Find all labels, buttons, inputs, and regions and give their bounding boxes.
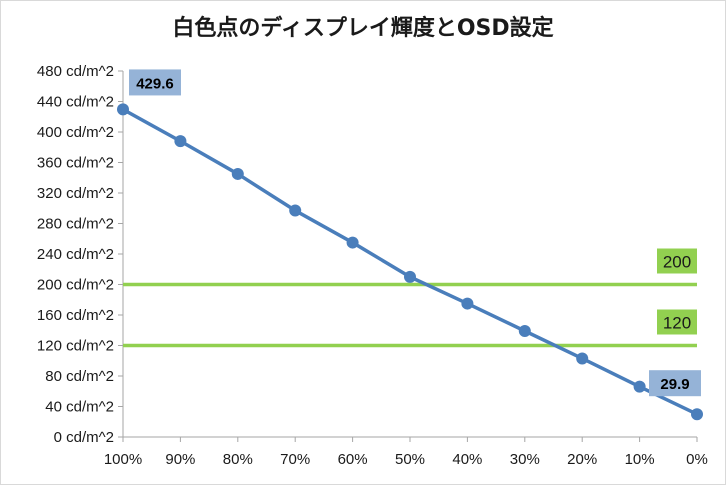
y-tick-label: 320 cd/m^2: [37, 185, 114, 202]
x-tick-label: 10%: [625, 451, 655, 468]
data-point: [518, 325, 531, 338]
data-label: 29.9: [660, 376, 689, 393]
data-label-box: [649, 370, 701, 397]
data-point: [691, 408, 703, 421]
data-point: [633, 380, 646, 393]
data-point: [117, 103, 129, 116]
x-tick-label: 20%: [567, 451, 597, 468]
data-point: [461, 297, 474, 310]
x-tick-label: 30%: [510, 451, 540, 468]
data-point: [404, 270, 416, 283]
y-tick-label: 280 cd/m^2: [37, 216, 114, 233]
data-point: [231, 167, 244, 180]
chart-title: 白色点のディスプレイ輝度とOSD設定: [172, 16, 554, 41]
x-tick-label: 70%: [280, 451, 310, 468]
x-tick-label: 80%: [223, 451, 253, 468]
y-tick-label: 80 cd/m^2: [45, 368, 114, 385]
x-tick-label: 90%: [165, 451, 195, 468]
series-line: [117, 103, 703, 421]
x-tick-label: 0%: [686, 451, 708, 468]
y-tick-label: 240 cd/m^2: [37, 246, 114, 263]
reference-lines: 200 120: [123, 248, 697, 348]
y-tick-label: 200 cd/m^2: [37, 277, 114, 294]
y-tick-label: 160 cd/m^2: [37, 307, 114, 324]
x-tick-label: 100%: [104, 451, 142, 468]
data-point: [289, 204, 302, 217]
y-tick-label: 40 cd/m^2: [45, 399, 114, 416]
reference-label: 120: [663, 314, 691, 333]
x-axis: 100% 90% 80% 70% 60% 50% 40% 30% 20% 10% 0%: [104, 436, 708, 468]
y-tick-label: 480 cd/m^2: [37, 63, 114, 80]
reference-label-box: [657, 248, 697, 274]
series-line-path: [122, 107, 698, 416]
x-tick-label: 60%: [338, 451, 368, 468]
y-axis: 0 cd/m^2 40 cd/m^2 80 cd/m^2 120 cd/m^2 160 …: [37, 63, 124, 446]
x-tick-label: 40%: [452, 451, 482, 468]
y-tick-label: 0 cd/m^2: [54, 429, 114, 446]
reference-label-box: [657, 309, 697, 335]
reference-label: 200: [663, 253, 691, 272]
data-label-box: [129, 69, 181, 96]
x-tick-label: 50%: [395, 451, 425, 468]
data-label: 429.6: [136, 75, 174, 92]
data-labels: 429.6 29.9: [129, 69, 701, 397]
data-point: [346, 236, 359, 249]
y-tick-label: 360 cd/m^2: [37, 155, 114, 172]
y-tick-label: 400 cd/m^2: [37, 124, 114, 141]
data-point: [174, 135, 187, 148]
y-tick-label: 440 cd/m^2: [37, 94, 114, 111]
y-tick-label: 120 cd/m^2: [37, 338, 114, 355]
data-point: [576, 352, 589, 365]
